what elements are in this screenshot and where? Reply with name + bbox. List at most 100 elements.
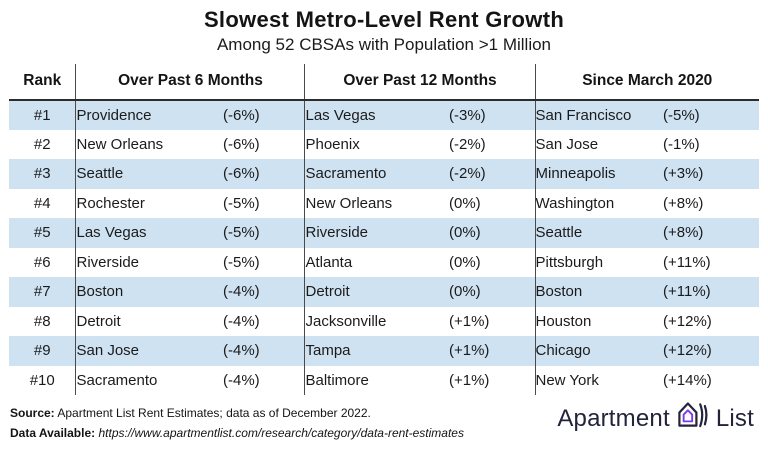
pct-6-months: (-4%) [222,283,260,301]
city-since-march-2020: New York [534,365,663,395]
data-available-url[interactable]: https://www.apartmentlist.com/research/c… [95,425,464,440]
rank-value: #3 [33,165,51,183]
apartment-list-house-icon [676,399,710,438]
pct-12-months: (-3%) [448,106,486,124]
data-available-label: Data Available: [10,425,96,440]
city-6-months: Rochester [75,188,223,218]
rank-value: #5 [33,224,51,242]
column-header-since-march-2020: Since March 2020 [534,64,760,101]
table-row: #3 Seattle (-6%) Sacramento (-2%) Minnea… [8,159,760,189]
table-row: #10 Sacramento (-4%) Baltimore (+1%) New… [9,365,759,395]
table-row: #4 Rochester (-5%) New Orleans (0%) Wash… [9,188,759,218]
logo-word-apartment: Apartment [557,404,670,432]
pct-since-march-2020: (+12%) [663,342,712,360]
table-row: #2 New Orleans (-6%) Phoenix (-2%) San J… [9,129,759,159]
pct-12-months: (+1%) [448,342,490,360]
pct-6-months: (-6%) [222,106,260,124]
pct-6-months: (-5%) [222,194,260,212]
rank-value: #6 [33,253,51,271]
city-since-march-2020: San Francisco [534,100,663,130]
table-row: #6 Riverside (-5%) Atlanta (0%) Pittsbur… [9,247,759,277]
city-since-march-2020: Pittsburgh [534,247,663,277]
pct-6-months: (-4%) [222,312,260,330]
table-row: #8 Detroit (-4%) Jacksonville (+1%) Hous… [9,306,759,336]
city-since-march-2020: San Jose [534,129,663,159]
pct-since-march-2020: (+8%) [663,194,704,212]
table-row: #9 San Jose (-4%) Tampa (+1%) Chicago (+… [8,336,760,366]
city-12-months: Sacramento [304,159,449,189]
city-since-march-2020: Seattle [534,218,663,248]
pct-6-months: (-6%) [222,165,260,183]
pct-12-months: (0%) [448,224,481,242]
source-text: Apartment List Rent Estimates; data as o… [54,406,371,421]
table-header-row: Rank Over Past 6 Months Over Past 12 Mon… [8,64,760,101]
pct-6-months: (-4%) [222,371,260,389]
rank-value: #9 [33,342,51,360]
data-available-line: Data Available: https://www.apartmentlis… [10,424,464,443]
city-6-months: Boston [75,277,223,307]
pct-since-march-2020: (+8%) [663,224,704,242]
city-since-march-2020: Washington [534,188,663,218]
pct-6-months: (-5%) [222,253,260,271]
rank-value: #7 [33,283,51,301]
pct-since-march-2020: (+14%) [663,371,712,389]
city-12-months: Riverside [304,218,449,248]
pct-12-months: (0%) [448,253,481,271]
page-subtitle: Among 52 CBSAs with Population >1 Millio… [216,35,552,54]
pct-since-march-2020: (+11%) [663,283,711,301]
page-title: Slowest Metro-Level Rent Growth [203,7,565,32]
source-line: Source: Apartment List Rent Estimates; d… [10,404,464,423]
city-since-march-2020: Chicago [534,336,663,366]
column-header-rank: Rank [8,64,76,101]
pct-12-months: (-2%) [448,135,486,153]
rank-value: #2 [33,135,51,153]
city-12-months: Detroit [304,277,449,307]
column-header-12-months: Over Past 12 Months [304,64,535,101]
table-row: #5 Las Vegas (-5%) Riverside (0%) Seattl… [8,218,760,248]
pct-since-march-2020: (-5%) [663,106,700,124]
city-6-months: San Jose [75,336,223,366]
rank-value: #10 [29,371,55,389]
city-since-march-2020: Minneapolis [534,159,663,189]
city-12-months: Baltimore [304,365,449,395]
city-12-months: Jacksonville [304,306,449,336]
city-12-months: Atlanta [304,247,449,277]
city-6-months: Detroit [75,306,223,336]
rank-value: #1 [33,106,51,124]
city-6-months: Riverside [75,247,223,277]
city-12-months: Las Vegas [304,100,449,130]
pct-since-march-2020: (+12%) [663,312,712,330]
city-12-months: New Orleans [304,188,449,218]
pct-12-months: (0%) [448,194,481,212]
table-row: #7 Boston (-4%) Detroit (0%) Boston (+11… [8,277,760,307]
city-6-months: Seattle [75,159,223,189]
table-body: #1 Providence (-6%) Las Vegas (-3%) San … [8,100,760,395]
pct-12-months: (+1%) [448,312,490,330]
city-12-months: Tampa [304,336,449,366]
pct-since-march-2020: (+11%) [663,253,711,271]
pct-6-months: (-4%) [222,342,260,360]
rent-growth-table: Rank Over Past 6 Months Over Past 12 Mon… [8,64,760,395]
source-label: Source: [10,406,55,421]
rank-value: #8 [33,312,51,330]
pct-since-march-2020: (+3%) [663,165,704,183]
pct-12-months: (-2%) [448,165,486,183]
city-since-march-2020: Houston [534,306,663,336]
city-6-months: Las Vegas [75,218,223,248]
pct-since-march-2020: (-1%) [663,135,700,153]
city-6-months: New Orleans [75,129,223,159]
pct-12-months: (+1%) [448,371,490,389]
city-6-months: Providence [75,100,223,130]
city-6-months: Sacramento [75,365,223,395]
city-since-march-2020: Boston [534,277,663,307]
pct-12-months: (0%) [448,283,481,301]
footer-notes: Source: Apartment List Rent Estimates; d… [10,404,464,443]
logo-word-list: List [715,404,754,432]
apartment-list-logo: Apartment List [557,399,754,438]
column-header-6-months: Over Past 6 Months [75,64,305,101]
pct-6-months: (-6%) [222,135,260,153]
pct-6-months: (-5%) [222,224,260,242]
rank-value: #4 [33,194,51,212]
city-12-months: Phoenix [304,129,449,159]
